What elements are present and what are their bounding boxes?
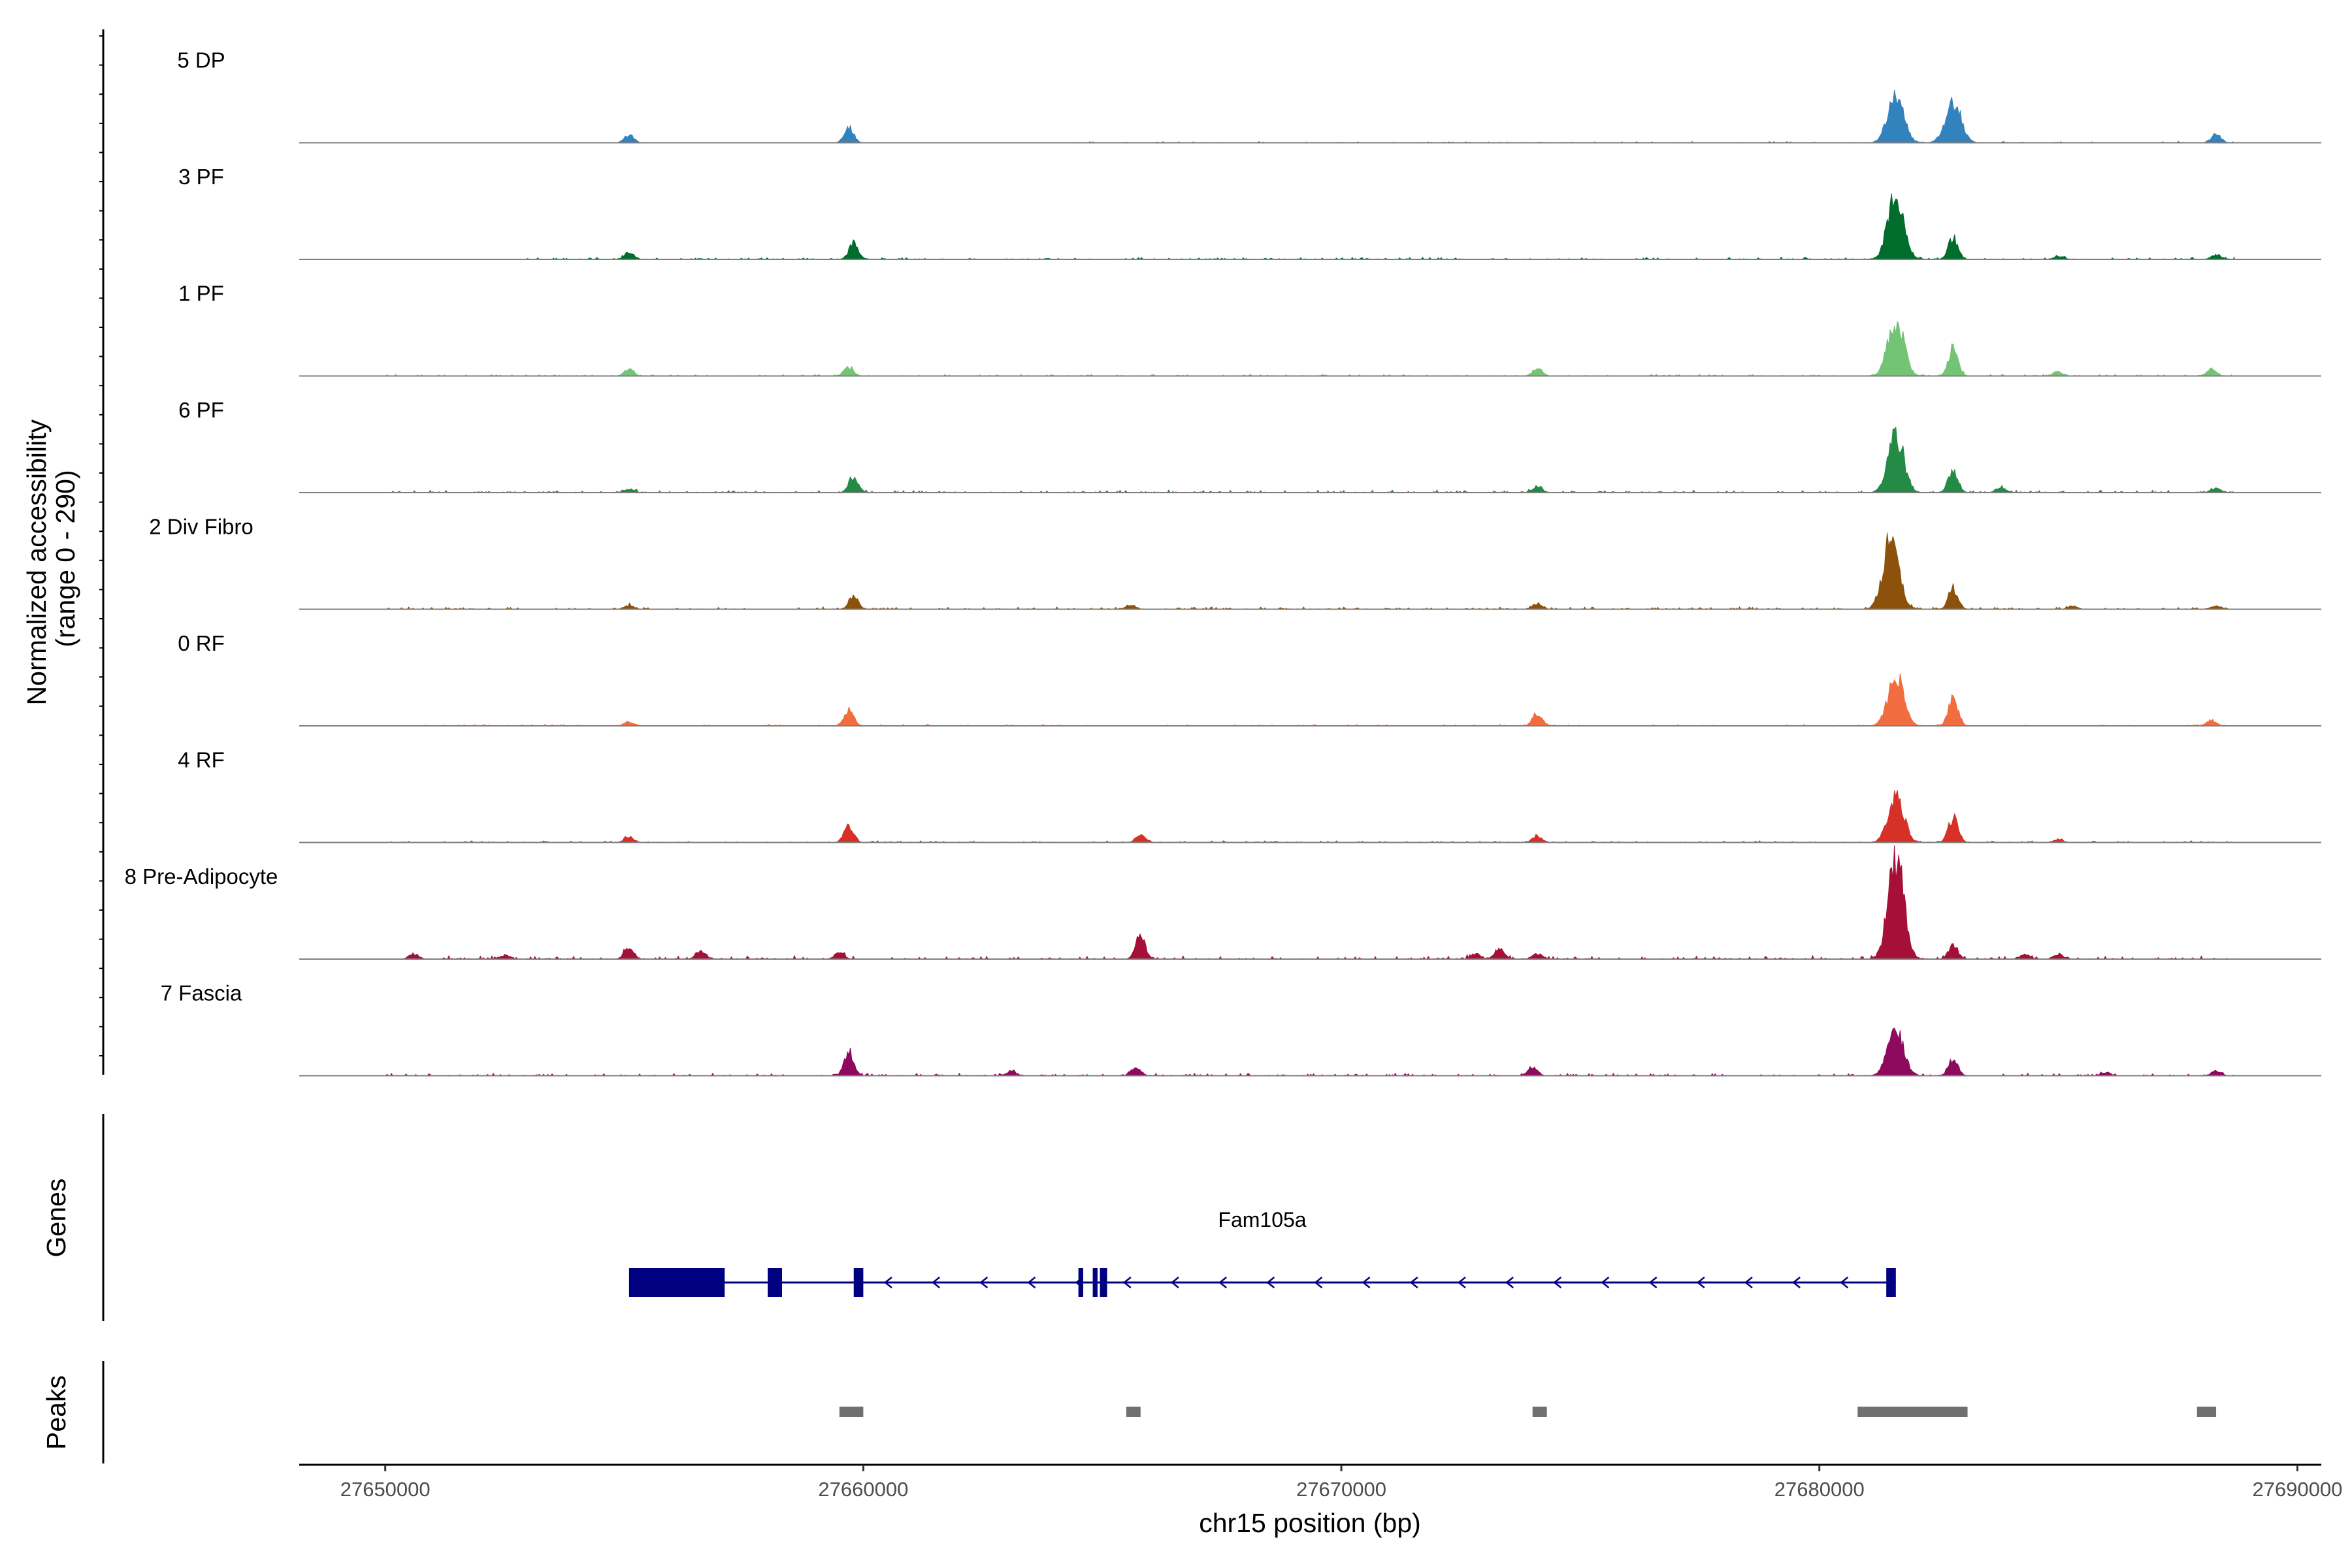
coverage-area-8-pre-adipocyte <box>304 845 2235 960</box>
coverage-area-0-rf <box>304 673 2234 727</box>
gene-track: Genes Fam105a <box>41 1114 1896 1321</box>
strand-arrow <box>1840 1277 1849 1288</box>
peak-region <box>839 1407 864 1417</box>
gene-exon <box>1078 1268 1083 1297</box>
x-tick-label: 27680000 <box>1774 1478 1865 1501</box>
strand-arrow <box>1314 1277 1323 1288</box>
x-tick-label: 27690000 <box>2252 1478 2342 1501</box>
gene-exon <box>629 1268 725 1297</box>
gene-fam105a: Fam105a <box>629 1208 1896 1297</box>
track-0-rf: 0 RF <box>178 631 2321 727</box>
strand-arrow <box>1170 1277 1179 1288</box>
strand-arrow <box>1362 1277 1371 1288</box>
peak-region <box>1857 1407 1968 1417</box>
strand-arrow <box>1648 1277 1658 1288</box>
coverage-area-1-pf <box>304 320 2234 377</box>
track-1-pf: 1 PF <box>178 282 2321 377</box>
coverage-area-7-fascia <box>304 1027 2235 1077</box>
gene-exon <box>1100 1268 1107 1297</box>
strand-arrow <box>1505 1277 1514 1288</box>
gene-models: Fam105a <box>629 1208 1896 1297</box>
x-tick-label: 27660000 <box>818 1478 908 1501</box>
track-4-rf: 4 RF <box>178 748 2321 843</box>
coverage-y-axis <box>99 29 105 1075</box>
gene-track-label: Genes <box>41 1179 71 1258</box>
coverage-tracks: 5 DP 3 PF 1 PF 6 PF 2 Div Fibro 0 RF 4 RF 8 Pre… <box>125 48 2321 1077</box>
track-8-pre-adipocyte: 8 Pre-Adipocyte <box>125 845 2321 960</box>
strand-arrow <box>932 1277 940 1288</box>
peak-region <box>1126 1407 1141 1417</box>
coverage-area-4-rf <box>304 790 2234 843</box>
track-5-dp: 5 DP <box>177 48 2321 144</box>
peak-region <box>2197 1407 2217 1417</box>
x-tick-label: 27650000 <box>340 1478 431 1501</box>
strand-arrow <box>1457 1277 1466 1288</box>
coverage-y-axis-title-line-2: (range 0 - 290) <box>50 470 80 647</box>
strand-arrow <box>883 1277 892 1288</box>
strand-arrow <box>1792 1277 1801 1288</box>
gene-name-label: Fam105a <box>1218 1208 1306 1232</box>
gene-exon <box>1886 1268 1896 1297</box>
track-3-pf: 3 PF <box>178 165 2321 260</box>
coverage-y-ticks <box>99 35 103 1056</box>
coverage-area-3-pf <box>304 193 2235 260</box>
track-label: 6 PF <box>178 398 224 422</box>
track-label: 1 PF <box>178 282 224 306</box>
track-label: 5 DP <box>177 48 225 73</box>
track-6-pf: 6 PF <box>178 398 2321 493</box>
track-label: 8 Pre-Adipocyte <box>125 864 278 889</box>
track-label: 2 Div Fibro <box>149 515 253 539</box>
strand-arrow <box>1601 1277 1610 1288</box>
coverage-y-axis-title-line-1: Normalized accessibility <box>22 419 52 705</box>
coverage-y-axis-title: Normalized accessibility (range 0 - 290) <box>22 412 80 706</box>
gene-exon <box>1092 1268 1098 1297</box>
coverage-area-6-pf <box>304 426 2236 493</box>
track-label: 7 Fascia <box>161 981 242 1005</box>
strand-arrow <box>1122 1277 1132 1288</box>
peak-track: Peaks <box>41 1361 2217 1463</box>
track-label: 4 RF <box>178 748 225 772</box>
track-label: 0 RF <box>178 631 225 655</box>
strand-arrow <box>1553 1277 1562 1288</box>
strand-arrow <box>979 1277 988 1288</box>
track-7-fascia: 7 Fascia <box>161 981 2321 1077</box>
x-axis-title: chr15 position (bp) <box>1199 1508 1421 1538</box>
track-label: 3 PF <box>178 165 224 189</box>
strand-arrow <box>1744 1277 1753 1288</box>
strand-arrow <box>1027 1277 1036 1288</box>
peak-regions <box>839 1407 2217 1417</box>
strand-arrow <box>1409 1277 1418 1288</box>
peak-region <box>1532 1407 1547 1417</box>
x-axis: 27650000 27660000 27670000 27680000 27690000… <box>299 1463 2342 1538</box>
strand-arrow <box>1696 1277 1705 1288</box>
strand-arrow <box>1218 1277 1227 1288</box>
coverage-area-2-div-fibro <box>304 532 2234 610</box>
x-axis-ticks: 27650000 27660000 27670000 27680000 27690000 <box>340 1465 2342 1501</box>
coverage-area-5-dp <box>304 90 2236 144</box>
gene-exon <box>853 1268 864 1297</box>
x-tick-label: 27670000 <box>1296 1478 1386 1501</box>
track-2-div-fibro: 2 Div Fibro <box>149 515 2321 610</box>
gene-exon <box>768 1268 782 1297</box>
peak-track-label: Peaks <box>41 1375 71 1450</box>
strand-arrow <box>1266 1277 1275 1288</box>
